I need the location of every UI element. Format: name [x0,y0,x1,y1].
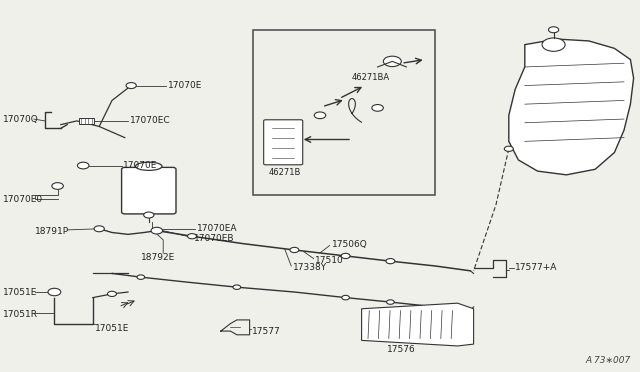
Text: 17051E: 17051E [95,324,129,333]
Text: 17577: 17577 [252,327,280,336]
Text: 17506Q: 17506Q [332,240,367,249]
Text: 17338Y: 17338Y [293,263,327,272]
Text: 18791P: 18791P [35,227,69,236]
FancyBboxPatch shape [264,120,303,165]
Circle shape [387,300,394,304]
Text: A 73∗007: A 73∗007 [585,356,630,365]
Circle shape [372,105,383,111]
Circle shape [137,275,145,279]
Text: 17070EB: 17070EB [194,234,234,243]
Circle shape [188,234,196,239]
Circle shape [383,56,401,67]
Circle shape [542,38,565,51]
Circle shape [504,146,513,151]
Circle shape [77,162,89,169]
Ellipse shape [136,162,162,170]
Circle shape [108,291,116,296]
Circle shape [342,295,349,300]
Circle shape [341,253,350,259]
Text: 46271B: 46271B [269,169,301,177]
Text: 17510: 17510 [315,256,344,265]
Text: 17070Q: 17070Q [3,115,39,124]
Circle shape [126,83,136,89]
Text: 17051E: 17051E [3,288,38,296]
Circle shape [52,183,63,189]
Text: 17070EA: 17070EA [197,224,237,233]
Bar [253,30,435,195]
Circle shape [290,247,299,253]
Text: 18792E: 18792E [141,253,175,262]
Text: 17070E0: 17070E0 [3,195,44,203]
Text: 17070EC: 17070EC [130,116,170,125]
Circle shape [386,259,395,264]
Circle shape [48,288,61,296]
Polygon shape [362,303,474,346]
Circle shape [548,27,559,33]
Polygon shape [79,118,94,124]
Text: 17070E: 17070E [123,161,157,170]
Text: 17577+A: 17577+A [515,263,557,272]
Circle shape [314,112,326,119]
FancyBboxPatch shape [122,167,176,214]
Text: 17070E: 17070E [168,81,203,90]
Circle shape [151,227,163,234]
Circle shape [94,226,104,232]
Polygon shape [509,39,634,175]
Text: 17051R: 17051R [3,310,38,319]
Circle shape [233,285,241,289]
Text: 17576: 17576 [387,345,416,354]
Text: 46271BA: 46271BA [352,73,390,81]
Circle shape [144,212,154,218]
